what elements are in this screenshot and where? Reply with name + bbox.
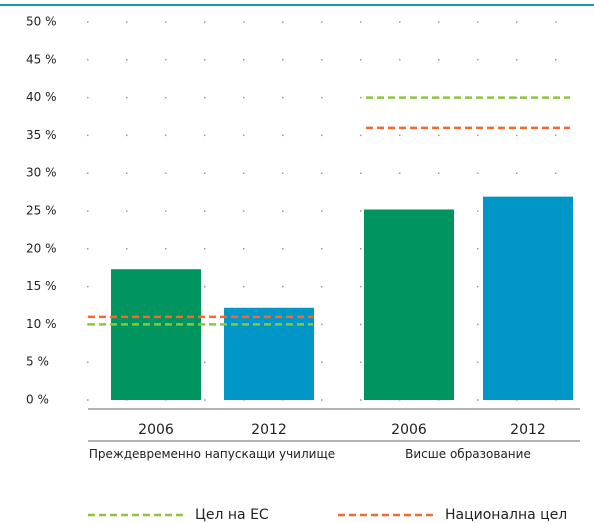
bar (364, 209, 454, 400)
legend-label: Цел на ЕС (195, 507, 269, 523)
y-tick-label: 30 % (26, 166, 57, 180)
group-label: Преждевременно напускащи училище (88, 447, 336, 461)
legend-label: Национална цел (445, 507, 567, 523)
group-label: Висше образование (405, 447, 531, 461)
y-tick-label: 35 % (26, 128, 57, 142)
y-tick-label: 15 % (26, 279, 57, 293)
x-tick-label: 2012 (251, 422, 287, 438)
y-tick-label: 20 % (26, 241, 57, 255)
x-tick-label: 2006 (391, 422, 427, 438)
x-tick-label: 2006 (138, 422, 174, 438)
y-tick-label: 45 % (26, 52, 57, 66)
x-tick-label: 2012 (510, 422, 546, 438)
y-tick-label: 50 % (26, 15, 57, 29)
y-tick-label: 0 % (26, 393, 49, 407)
bar (224, 307, 314, 400)
bar (483, 196, 573, 400)
y-tick-label: 25 % (26, 204, 57, 218)
y-tick-label: 40 % (26, 90, 57, 104)
y-tick-label: 10 % (26, 317, 57, 331)
bar (111, 269, 201, 400)
y-tick-label: 5 % (26, 355, 49, 369)
